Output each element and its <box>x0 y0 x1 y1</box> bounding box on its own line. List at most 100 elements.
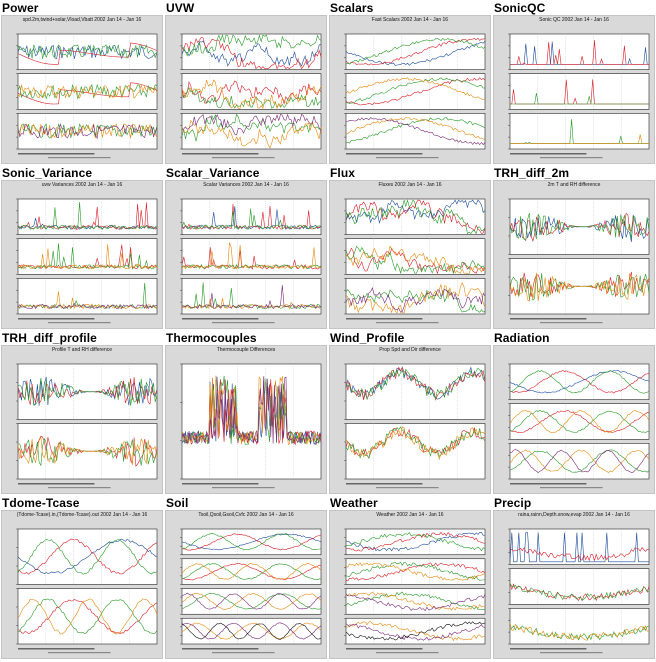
plot-panel <box>181 588 322 615</box>
plot-thumbnail-title: Scalar Variances 2002 Jan 14 - Jan 16 <box>203 182 289 188</box>
plot-series-line <box>17 598 158 635</box>
plot-series-line <box>181 80 322 105</box>
plot-series-line <box>17 83 158 100</box>
plot-thumbnail[interactable]: (Tdome-Tcase).in,(Tdome-Tcase).out 2002 … <box>1 510 163 659</box>
plot-tile-label[interactable]: Flux <box>330 166 356 180</box>
plot-thumbnail-title: Thermocouple Differences <box>216 347 276 353</box>
plot-series-line <box>17 202 158 230</box>
plot-series-line <box>509 370 650 394</box>
plot-tile: TRH_diff_2m 2m T and RH difference <box>492 165 656 330</box>
plot-thumbnail[interactable]: Tsoil,Qsoil,Gsoil,Cvfc 2002 Jan 14 - Jan… <box>165 510 327 659</box>
plot-thumbnail[interactable]: spd.2m,twind+solar,Vload,Vbatt 2002 Jan … <box>1 15 163 164</box>
plot-series-line <box>345 623 486 641</box>
plot-series-line <box>509 370 650 394</box>
plot-tile-label[interactable]: Scalar_Variance <box>166 166 260 180</box>
plot-tile: Tdome-Tcase (Tdome-Tcase).in,(Tdome-Tcase… <box>0 495 164 660</box>
plot-series-line <box>181 592 322 610</box>
plot-series-line <box>509 532 649 563</box>
plot-panel <box>17 73 158 110</box>
plot-panel <box>17 278 158 315</box>
plot-series-line <box>345 562 486 581</box>
plot-tile: Scalar_Variance Scalar Variances 2002 Jan… <box>164 165 328 330</box>
plot-series-line <box>181 533 322 551</box>
plot-panel <box>181 33 322 70</box>
plot-series-line <box>509 546 650 562</box>
plot-thumbnail-title: Prop Spd and Dir difference <box>379 347 441 353</box>
plot-thumbnail[interactable]: Sonic QC 2002 Jan 14 - Jan 16 <box>493 15 655 164</box>
plot-series-line <box>17 538 157 574</box>
plot-series-line <box>17 42 158 65</box>
plot-tile-label[interactable]: SonicQC <box>494 1 546 15</box>
plot-series-line <box>181 563 322 581</box>
plot-panel <box>345 278 486 315</box>
plot-series-line <box>181 285 322 310</box>
plot-series-line <box>17 598 158 635</box>
plot-thumbnail-title: Tsoil,Qsoil,Gsoil,Cvfc 2002 Jan 14 - Jan… <box>198 512 294 518</box>
plot-series-line <box>17 538 158 575</box>
plot-tile-label[interactable]: Thermocouples <box>166 331 257 345</box>
plot-thumbnail[interactable]: uvw Variances 2002 Jan 14 - Jan 16 <box>1 180 163 329</box>
plot-thumbnail[interactable]: raina,rainn,Depth.snow,evap 2002 Jan 14 … <box>493 510 655 659</box>
plot-series-line <box>510 40 649 65</box>
plot-panel <box>345 423 486 480</box>
plot-series-line <box>181 79 322 110</box>
plot-tile: TRH_diff_profile Profile T and RH differe… <box>0 330 164 495</box>
plot-thumbnail[interactable]: Fast Scalars 2002 Jan 14 - Jan 16 <box>329 15 491 164</box>
plot-panel <box>345 528 486 556</box>
plot-series-line <box>509 582 650 601</box>
plot-thumbnail[interactable]: Fluxes 2002 Jan 14 - Jan 16 <box>329 180 491 329</box>
plot-thumbnail[interactable]: Prop Spd and Dir difference <box>329 345 491 494</box>
plot-series-line <box>181 622 322 640</box>
plot-series-line <box>181 206 322 230</box>
plot-panel <box>345 363 486 420</box>
plot-tile: Flux Fluxes 2002 Jan 14 - Jan 16 <box>328 165 492 330</box>
plot-thumbnail-title: Fluxes 2002 Jan 14 - Jan 16 <box>378 182 442 188</box>
plot-tile-label[interactable]: Power <box>2 1 39 15</box>
plot-tile: Radiation <box>492 330 656 495</box>
plot-tile: UVW <box>164 0 328 165</box>
plot-thumbnail[interactable]: Scalar Variances 2002 Jan 14 - Jan 16 <box>165 180 327 329</box>
plot-thumbnail-title: spd.2m,twind+solar,Vload,Vbatt 2002 Jan … <box>22 17 142 23</box>
plot-tile-label[interactable]: Scalars <box>330 1 374 15</box>
plot-series-line <box>181 376 322 445</box>
plot-thumbnail[interactable]: Weather 2002 Jan 14 - Jan 16 <box>329 510 491 659</box>
plot-thumbnail[interactable]: 2m T and RH difference <box>493 180 655 329</box>
plot-panel <box>181 238 322 275</box>
plot-thumbnail[interactable] <box>165 15 327 164</box>
plot-thumbnail[interactable]: Profile T and RH difference <box>1 345 163 494</box>
plot-thumbnail-graphic <box>344 33 486 159</box>
plot-thumbnail-graphic <box>508 363 650 489</box>
plot-tile-label[interactable]: Sonic_Variance <box>2 166 93 180</box>
plot-series-line <box>345 561 486 581</box>
plot-tile-label[interactable]: TRH_diff_2m <box>494 166 570 180</box>
plot-panel <box>509 403 650 440</box>
plot-thumbnail-title: uvw Variances 2002 Jan 14 - Jan 16 <box>41 182 123 188</box>
plot-tile: Power spd.2m,twind+solar,Vload,Vbatt 2002… <box>0 0 164 165</box>
plot-thumbnail-graphic <box>508 33 650 159</box>
plot-tile-label[interactable]: Precip <box>494 496 532 510</box>
plot-thumbnail-graphic <box>508 198 650 324</box>
plot-series-line <box>509 409 650 433</box>
plot-series-line <box>509 213 650 241</box>
plot-series-line <box>181 622 322 640</box>
plot-thumbnail-graphic <box>16 363 158 489</box>
plot-tile-label[interactable]: Wind_Profile <box>330 331 405 345</box>
plot-panel <box>181 558 322 585</box>
plot-thumbnail[interactable]: Thermocouple Differences <box>165 345 327 494</box>
plot-tile-label[interactable]: UVW <box>166 1 195 15</box>
plot-series-line <box>17 201 158 230</box>
plot-tile-label[interactable]: Radiation <box>494 331 550 345</box>
plot-series-line <box>509 583 650 602</box>
plot-thumbnail-graphic <box>16 33 158 159</box>
plot-series-line <box>345 117 486 146</box>
plot-panel <box>345 558 486 585</box>
plot-tile-label[interactable]: TRH_diff_profile <box>2 331 97 345</box>
plot-thumbnail-title: Fast Scalars 2002 Jan 14 - Jan 16 <box>371 17 449 23</box>
plot-tile-label[interactable]: Tdome-Tcase <box>2 496 80 510</box>
plot-thumbnail-title: 2m T and RH difference <box>547 182 601 188</box>
plot-thumbnail[interactable] <box>493 345 655 494</box>
plot-tile: Soil Tsoil,Qsoil,Gsoil,Cvfc 2002 Jan 14 -… <box>164 495 328 660</box>
plot-tile-label[interactable]: Weather <box>330 496 378 510</box>
plot-tile-label[interactable]: Soil <box>166 496 189 510</box>
plot-tile: Scalars Fast Scalars 2002 Jan 14 - Jan 16 <box>328 0 492 165</box>
